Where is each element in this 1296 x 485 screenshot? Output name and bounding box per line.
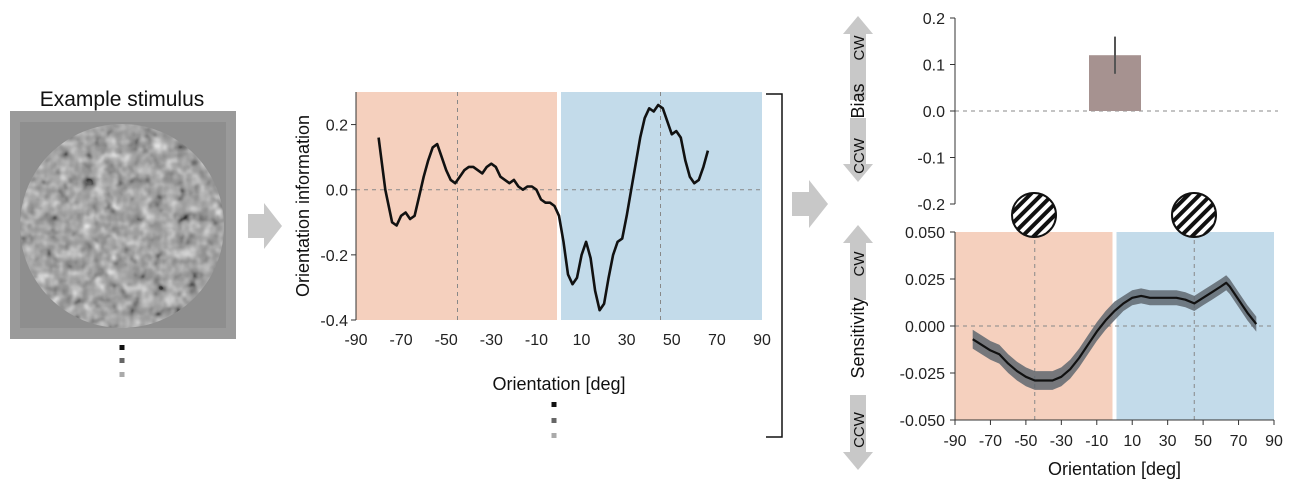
y-tick-label: -0.2 bbox=[320, 248, 348, 265]
y-tick-label: 0.025 bbox=[905, 272, 945, 289]
dot-mid bbox=[119, 358, 125, 363]
bracket bbox=[766, 93, 783, 438]
direction-label-up: CW bbox=[851, 35, 868, 61]
y-tick-label: -0.050 bbox=[900, 413, 945, 430]
x-tick-label: 70 bbox=[708, 332, 726, 349]
region-1 bbox=[1114, 232, 1274, 420]
x-tick-label: -70 bbox=[390, 332, 413, 349]
region-0 bbox=[955, 232, 1115, 420]
stimulus-continuation-dots bbox=[119, 345, 125, 377]
arrow-right-icon bbox=[248, 203, 282, 249]
x-tick-label: -10 bbox=[1085, 433, 1108, 450]
direction-label-down: CCW bbox=[851, 137, 868, 174]
arrow-up-icon bbox=[843, 225, 873, 300]
x-tick-label: 10 bbox=[573, 332, 591, 349]
y-tick-label: 0.2 bbox=[923, 11, 945, 28]
noise-stimulus bbox=[20, 124, 224, 328]
y-tick-label: 0.2 bbox=[326, 118, 348, 135]
x-tick-label: -70 bbox=[979, 433, 1002, 450]
y-axis-label: Bias bbox=[848, 83, 868, 118]
y-tick-label: -0.2 bbox=[917, 197, 945, 214]
dot-dark bbox=[119, 345, 125, 350]
arrow-down-icon bbox=[843, 395, 873, 470]
direction-label-down: CCW bbox=[851, 411, 868, 448]
x-tick-label: 70 bbox=[1230, 433, 1248, 450]
x-tick-label: -90 bbox=[943, 433, 966, 450]
y-tick-label: 0.050 bbox=[905, 225, 945, 242]
grating-cw-icon bbox=[1171, 192, 1217, 238]
grating-ccw-icon bbox=[1011, 192, 1057, 238]
orientation-information-chart: -0.4 -0.2 0.0 0.2 -90 -70 -50 -30 -10 10 30 50 70 90 O… bbox=[293, 92, 771, 394]
dot-dark bbox=[551, 402, 557, 407]
sensitivity-chart: -0.050 -0.025 0.000 0.025 0.050 -90 -70 -50 -30-… bbox=[843, 225, 1283, 479]
y-axis-label: Orientation information bbox=[293, 115, 313, 297]
x-tick-label: -50 bbox=[1014, 433, 1037, 450]
x-tick-label: 90 bbox=[1265, 433, 1283, 450]
y-tick-label: 0.0 bbox=[326, 183, 348, 200]
direction-label-up: CW bbox=[851, 251, 868, 277]
dot-light bbox=[119, 372, 125, 377]
x-tick-label: -30 bbox=[1050, 433, 1073, 450]
x-tick-label: -90 bbox=[344, 332, 367, 349]
bias-chart: -0.2 -0.1 0.0 0.1 0.2 CW CCW Bias bbox=[843, 11, 1278, 214]
y-tick-label: -0.1 bbox=[917, 151, 945, 168]
chart1-continuation-dots bbox=[551, 402, 557, 438]
stimulus-title: Example stimulus bbox=[40, 88, 205, 111]
y-tick-label: -0.025 bbox=[900, 366, 945, 383]
x-tick-label: 90 bbox=[753, 332, 771, 349]
x-tick-label: 50 bbox=[663, 332, 681, 349]
x-tick-label: -50 bbox=[435, 332, 458, 349]
y-tick-label: 0.1 bbox=[923, 58, 945, 75]
x-tick-label: -30 bbox=[480, 332, 503, 349]
y-tick-label: 0.000 bbox=[905, 319, 945, 336]
sensitivity-line bbox=[972, 281, 1258, 382]
x-axis-label: Orientation [deg] bbox=[1048, 459, 1181, 479]
arrow-up-icon bbox=[843, 16, 873, 100]
y-axis-label: Sensitivity bbox=[848, 297, 868, 378]
x-tick-label: 50 bbox=[1194, 433, 1212, 450]
y-tick-label: -0.4 bbox=[320, 313, 348, 330]
x-tick-label: -10 bbox=[525, 332, 548, 349]
dot-mid bbox=[551, 418, 557, 423]
x-tick-label: 30 bbox=[618, 332, 636, 349]
dot-light bbox=[551, 433, 557, 438]
arrow-down-icon bbox=[843, 118, 873, 182]
arrow-right-icon bbox=[792, 180, 828, 228]
x-tick-label: 10 bbox=[1123, 433, 1141, 450]
x-tick-label: 30 bbox=[1159, 433, 1177, 450]
y-tick-label: 0.0 bbox=[923, 104, 945, 121]
sensitivity-error-band bbox=[972, 275, 1257, 390]
x-axis-label: Orientation [deg] bbox=[492, 374, 625, 394]
orientation-information-line bbox=[377, 103, 710, 312]
